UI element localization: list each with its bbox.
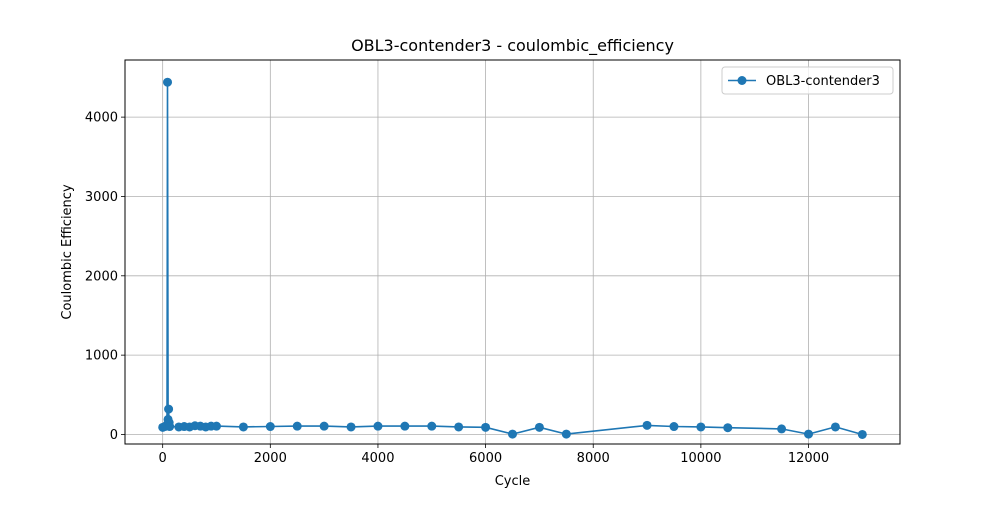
y-tick-label: 3000 xyxy=(85,190,118,205)
data-point xyxy=(292,421,302,431)
data-point xyxy=(211,421,221,431)
data-point xyxy=(454,422,464,432)
data-point xyxy=(857,429,867,439)
plot-area-frame xyxy=(124,59,901,445)
data-point xyxy=(561,429,571,439)
data-point xyxy=(427,421,437,431)
legend-entry-label: OBL3-contender3 xyxy=(766,74,880,89)
data-point xyxy=(642,420,652,430)
legend: OBL3-contender3 xyxy=(721,66,894,95)
y-axis-label: Coulombic Efficiency xyxy=(60,184,75,320)
data-point xyxy=(319,421,329,431)
data-point xyxy=(164,404,174,414)
data-point xyxy=(400,421,410,431)
data-point xyxy=(508,429,517,439)
data-point xyxy=(265,422,275,432)
legend-marker-swatch xyxy=(737,76,747,85)
data-point xyxy=(723,423,733,433)
data-point xyxy=(534,422,544,432)
data-point xyxy=(696,422,706,432)
data-point xyxy=(373,421,383,431)
data-point xyxy=(481,422,491,432)
grid-lines xyxy=(125,60,900,444)
x-tick-label: 10000 xyxy=(680,451,721,466)
data-point xyxy=(830,422,840,432)
x-tick-label: 4000 xyxy=(361,451,394,466)
series-layer xyxy=(158,77,867,439)
legend-box xyxy=(721,66,894,95)
data-point xyxy=(804,429,814,439)
data-point xyxy=(163,77,173,87)
data-point xyxy=(238,422,248,432)
x-tick-label: 12000 xyxy=(788,451,829,466)
data-point xyxy=(346,422,356,432)
data-point xyxy=(669,422,679,432)
x-tick-label: 2000 xyxy=(254,451,287,466)
x-axis-label: Cycle xyxy=(495,474,531,489)
y-tick-label: 0 xyxy=(110,428,118,443)
data-point xyxy=(165,422,175,432)
y-tick-label: 2000 xyxy=(85,269,118,284)
x-tick-label: 8000 xyxy=(577,451,610,466)
x-tick-label: 0 xyxy=(159,451,167,466)
y-tick-label: 1000 xyxy=(85,349,118,364)
axis-ticks: 0 2000 4000 6000 8000 10000 12000 0 1000 2000 3000… xyxy=(85,111,829,466)
y-tick-label: 4000 xyxy=(85,111,118,126)
data-point xyxy=(777,424,787,434)
chart-title: OBL3-contender3 - coulombic_efficiency xyxy=(351,36,674,56)
x-tick-label: 6000 xyxy=(469,451,502,466)
